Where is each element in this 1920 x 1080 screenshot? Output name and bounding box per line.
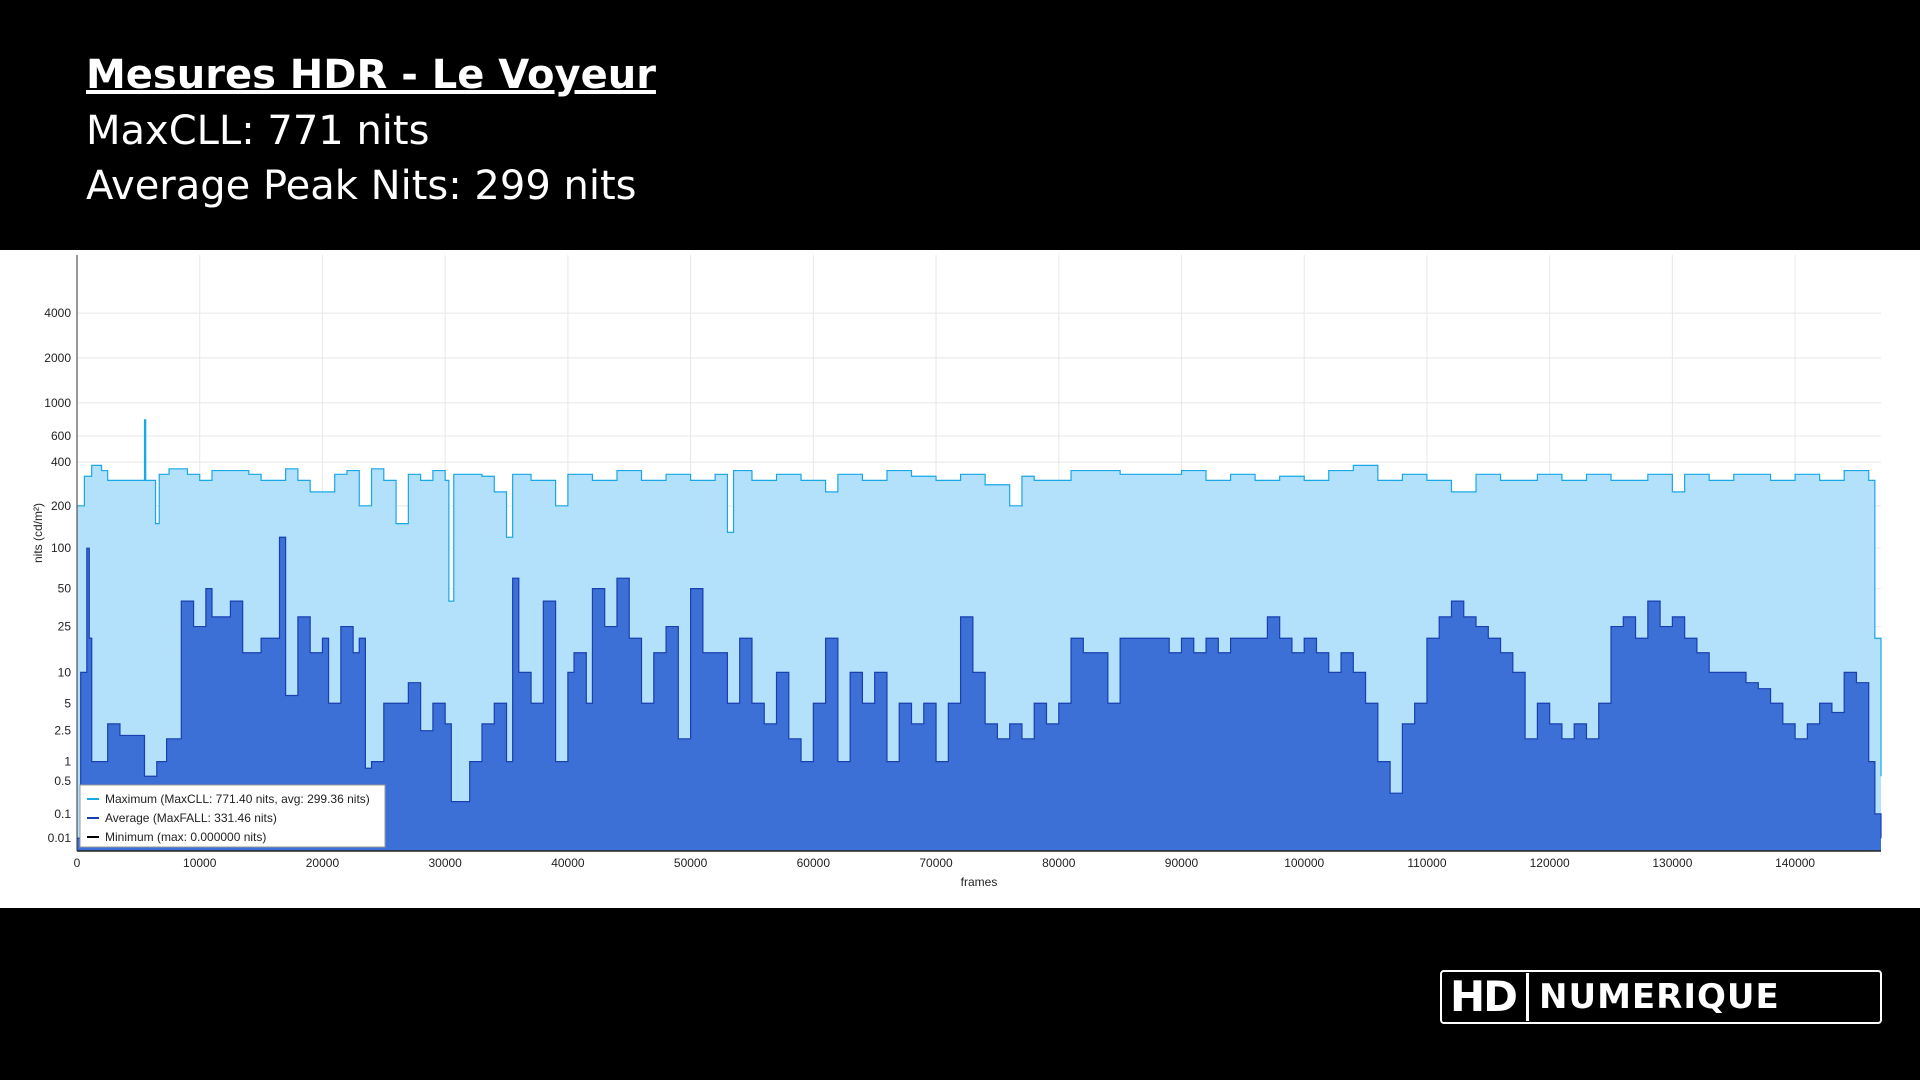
x-tick-label: 10000 bbox=[183, 856, 217, 870]
y-tick-label: 400 bbox=[51, 455, 71, 469]
x-tick-label: 70000 bbox=[919, 856, 953, 870]
x-tick-label: 90000 bbox=[1165, 856, 1199, 870]
y-tick-label: 25 bbox=[58, 620, 72, 634]
x-tick-label: 120000 bbox=[1530, 856, 1570, 870]
chart-legend: Maximum (MaxCLL: 771.40 nits, avg: 299.3… bbox=[79, 784, 386, 848]
x-tick-label: 20000 bbox=[306, 856, 340, 870]
y-tick-label: 50 bbox=[58, 582, 72, 596]
header: Mesures HDR - Le Voyeur MaxCLL: 771 nits… bbox=[86, 46, 656, 214]
y-tick-label: 4000 bbox=[44, 306, 71, 320]
y-tick-label: 1000 bbox=[44, 396, 71, 410]
chart-ticks: 0 10000 20000 30000 40000 50000 60000 70000 8000… bbox=[44, 306, 1815, 870]
legend-item-minimum-label: Minimum (max: 0.000000 nits) bbox=[105, 830, 266, 844]
logo-wordmark: NUMERIQUE bbox=[1539, 977, 1780, 1017]
x-tick-label: 100000 bbox=[1284, 856, 1324, 870]
maxcll-stat: MaxCLL: 771 nits bbox=[86, 108, 430, 154]
x-tick-label: 50000 bbox=[674, 856, 708, 870]
x-tick-label: 60000 bbox=[797, 856, 831, 870]
y-tick-label: 100 bbox=[51, 541, 71, 555]
y-tick-label: 10 bbox=[58, 665, 72, 679]
x-tick-label: 40000 bbox=[551, 856, 585, 870]
series-average-fill bbox=[77, 537, 1881, 851]
average-peak-stat: Average Peak Nits: 299 nits bbox=[86, 163, 637, 209]
y-tick-label: 600 bbox=[51, 429, 71, 443]
logo-hd-mark: HD bbox=[1442, 973, 1530, 1021]
x-axis-label: frames bbox=[961, 875, 998, 889]
x-tick-label: 30000 bbox=[428, 856, 462, 870]
x-tick-label: 110000 bbox=[1407, 856, 1446, 870]
series-maximum-line bbox=[77, 419, 1882, 777]
y-tick-label: 1 bbox=[64, 755, 71, 769]
y-tick-label: 2000 bbox=[44, 351, 71, 365]
chart-axes bbox=[76, 255, 1881, 852]
y-tick-label: 0.01 bbox=[48, 831, 72, 845]
hdr-chart-panel: 0 10000 20000 30000 40000 50000 60000 70000 8000… bbox=[0, 250, 1920, 908]
legend-item-maximum-label: Maximum (MaxCLL: 771.40 nits, avg: 299.3… bbox=[105, 792, 370, 806]
y-tick-label: 5 bbox=[64, 696, 71, 710]
legend-item-average-label: Average (MaxFALL: 331.46 nits) bbox=[105, 811, 277, 825]
page-title: Mesures HDR - Le Voyeur bbox=[86, 52, 656, 98]
series-average-line bbox=[77, 536, 1882, 839]
legend-box bbox=[79, 784, 386, 848]
x-tick-label: 80000 bbox=[1042, 856, 1076, 870]
x-tick-label: 140000 bbox=[1775, 856, 1815, 870]
y-tick-label: 200 bbox=[51, 499, 71, 513]
y-tick-label: 0.5 bbox=[54, 774, 71, 788]
y-tick-label: 0.1 bbox=[54, 807, 71, 821]
chart-series bbox=[77, 419, 1882, 852]
x-tick-label: 0 bbox=[74, 856, 81, 870]
x-tick-label: 130000 bbox=[1652, 856, 1692, 870]
y-tick-label: 2.5 bbox=[54, 724, 71, 738]
hdr-luminance-chart: 0 10000 20000 30000 40000 50000 60000 70000 8000… bbox=[31, 255, 1882, 889]
y-axis-label: nits (cd/m²) bbox=[31, 503, 45, 563]
hd-numerique-logo: HD NUMERIQUE bbox=[1440, 970, 1882, 1024]
